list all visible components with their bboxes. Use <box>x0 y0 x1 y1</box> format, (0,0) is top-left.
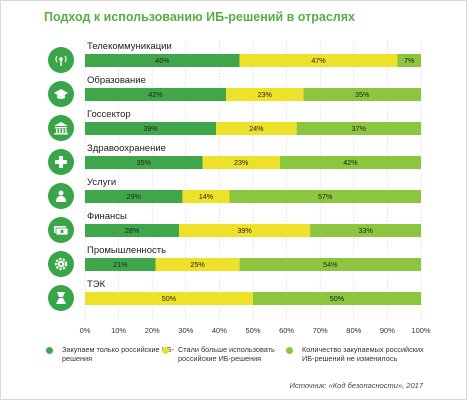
x-tick-label-5: 50% <box>245 326 260 335</box>
category-label-1: Образование <box>87 75 146 86</box>
medical-cross-icon <box>55 156 67 168</box>
bar-0-0 <box>85 54 240 67</box>
bar-label-3-0: 35% <box>137 158 152 167</box>
gear-icon <box>54 257 68 271</box>
bar-label-0-0: 46% <box>155 56 170 65</box>
bar-4-2 <box>229 190 421 203</box>
bar-label-1-1: 23% <box>258 90 273 99</box>
category-label-3: Здравоохранение <box>87 143 166 154</box>
bar-label-3-2: 42% <box>343 158 358 167</box>
bar-2-2 <box>296 122 421 135</box>
category-label-4: Услуги <box>87 177 116 188</box>
bar-3-1 <box>202 156 280 169</box>
government-building-icon <box>54 122 68 135</box>
bar-label-4-1: 14% <box>199 192 214 201</box>
category-label-6: Промышленность <box>87 245 166 256</box>
bar-label-2-1: 24% <box>249 124 264 133</box>
bar-2-1 <box>216 122 297 135</box>
bar-label-0-2: 7% <box>404 56 415 65</box>
bar-7-1 <box>85 292 253 305</box>
bar-1-0 <box>85 88 227 101</box>
source-note: Источник: «Код безопасности», 2017 <box>289 381 423 390</box>
fuel-icon <box>56 292 66 304</box>
bar-3-0 <box>85 156 203 169</box>
x-tick-label-9: 90% <box>380 326 395 335</box>
bar-label-5-0: 28% <box>125 226 140 235</box>
bar-label-1-0: 42% <box>148 90 163 99</box>
bar-label-3-1: 23% <box>234 158 249 167</box>
bar-6-0 <box>85 258 156 271</box>
category-label-0: Телекоммуникации <box>87 41 172 52</box>
bar-label-1-2: 35% <box>355 90 370 99</box>
bar-4-0 <box>85 190 183 203</box>
x-tick-label-4: 40% <box>212 326 227 335</box>
legend-label-1: Стали больше использовать российские ИБ-… <box>178 345 275 363</box>
bar-1-2 <box>303 88 421 101</box>
bar-3-2 <box>279 156 421 169</box>
x-tick-label-3: 30% <box>178 326 193 335</box>
bar-label-6-0: 21% <box>113 260 128 269</box>
bar-label-5-1: 39% <box>237 226 252 235</box>
bar-label-0-1: 47% <box>311 56 326 65</box>
legend-swatch-1 <box>162 347 169 354</box>
bar-6-2 <box>239 258 421 271</box>
x-tick-label-0: 0% <box>80 326 91 335</box>
bar-label-4-0: 29% <box>127 192 142 201</box>
bar-5-2 <box>310 224 421 237</box>
category-label-2: Госсектор <box>87 109 131 120</box>
bar-5-1 <box>179 224 311 237</box>
x-tick-label-2: 20% <box>145 326 160 335</box>
money-stack-icon <box>54 226 69 236</box>
chart-title: Подход к использованию ИБ-решений в отра… <box>44 10 355 24</box>
x-tick-label-1: 10% <box>111 326 126 335</box>
bar-5-0 <box>85 224 180 237</box>
bar-label-6-2: 54% <box>323 260 338 269</box>
x-tick-label-8: 80% <box>346 326 361 335</box>
bar-label-4-2: 57% <box>318 192 333 201</box>
bar-label-5-2: 33% <box>358 226 373 235</box>
legend-swatch-0 <box>46 347 53 354</box>
bar-label-2-0: 39% <box>143 124 158 133</box>
legend-label-0: Закупаем только российские ИБ-решения <box>62 345 175 363</box>
person-service-icon <box>56 190 66 202</box>
x-tick-label-7: 70% <box>313 326 328 335</box>
legend-label-2: Количество закупаемых российских ИБ-реше… <box>302 345 424 363</box>
bar-0-2 <box>397 54 421 67</box>
category-label-5: Финансы <box>87 211 127 222</box>
bar-7-2 <box>253 292 421 305</box>
legend-swatch-2 <box>286 347 293 354</box>
bar-2-0 <box>85 122 217 135</box>
bar-label-6-1: 25% <box>190 260 205 269</box>
antenna-icon <box>55 55 67 66</box>
graduation-cap-icon <box>54 89 68 99</box>
bar-1-1 <box>226 88 304 101</box>
bar-0-1 <box>239 54 398 67</box>
bar-6-1 <box>155 258 240 271</box>
bar-4-1 <box>182 190 230 203</box>
bar-label-7-1: 50% <box>162 294 177 303</box>
bar-label-7-2: 50% <box>330 294 345 303</box>
bar-label-2-2: 37% <box>352 124 367 133</box>
x-tick-label-10: 100% <box>411 326 431 335</box>
x-tick-label-6: 60% <box>279 326 294 335</box>
category-label-7: ТЭК <box>87 279 106 290</box>
